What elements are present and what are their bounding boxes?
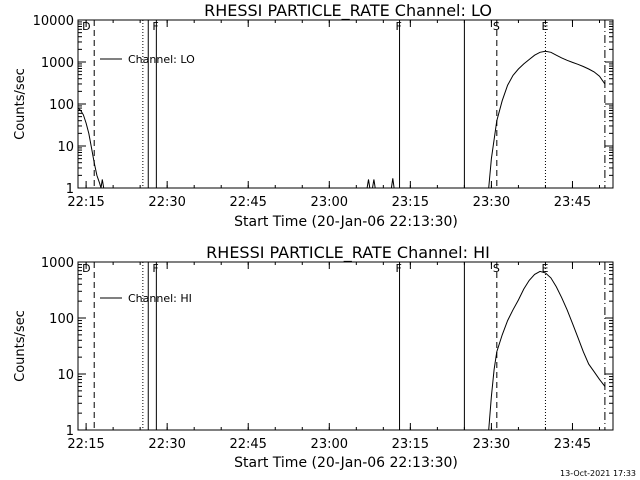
y-axis-label-lo: Counts/sec [13, 68, 28, 140]
chart-title-hi: RHESSI PARTICLE_RATE Channel: HI [206, 243, 490, 263]
axis-ticks-lo: 22:15 22:30 22:45 23:00 23:15 23:30 23:45 1 10 10… [33, 14, 613, 210]
y-axis-label-hi: Counts/sec [13, 310, 28, 382]
event-marker-S: S [493, 262, 500, 275]
series-line-segment [390, 178, 395, 189]
event-marker-D: D [82, 20, 90, 33]
x-tick-label: 23:15 [392, 195, 429, 210]
series-line-segment [77, 107, 105, 189]
event-marker-S: S [493, 20, 500, 33]
x-tick-label: 22:30 [148, 195, 185, 210]
x-tick-label: 22:30 [148, 437, 185, 452]
panel-hi: RHESSI PARTICLE_RATE Channel: HI Start T… [13, 243, 614, 471]
event-marker-D: D [82, 262, 90, 275]
series-line-segment [372, 179, 376, 189]
y-tick-label: 100 [49, 98, 74, 113]
x-tick-label: 23:00 [311, 437, 348, 452]
legend-label-hi: Channel: HI [128, 292, 192, 305]
series-line-segment [488, 270, 606, 431]
series-line-segment [366, 179, 371, 189]
y-tick-label: 1000 [41, 56, 74, 71]
footer-timestamp: 13-Oct-2021 17:33 [560, 469, 636, 478]
panel-lo: RHESSI PARTICLE_RATE Channel: LO Start T… [13, 1, 614, 230]
x-axis-label-lo: Start Time (20-Jan-06 22:13:30) [234, 214, 458, 230]
x-tick-label: 22:45 [229, 195, 266, 210]
event-marker-F: F [396, 20, 402, 33]
x-tick-label: 22:15 [67, 195, 104, 210]
x-tick-label: 23:00 [311, 195, 348, 210]
series-hi [488, 270, 606, 431]
plot-frame-lo [77, 19, 614, 189]
chart-title-lo: RHESSI PARTICLE_RATE Channel: LO [204, 1, 492, 21]
x-tick-label: 22:45 [229, 437, 266, 452]
x-axis-label-hi: Start Time (20-Jan-06 22:13:30) [234, 455, 458, 471]
y-tick-label: 1 [66, 182, 74, 197]
x-tick-label: 22:15 [67, 437, 104, 452]
x-tick-label: 23:15 [392, 437, 429, 452]
y-tick-label: 10 [57, 368, 74, 383]
series-line-segment [488, 50, 606, 189]
x-tick-label: 23:45 [554, 195, 591, 210]
event-marker-E: E [541, 20, 548, 33]
event-marker-E: E [541, 262, 548, 275]
event-marker-F: F [152, 20, 158, 33]
axis-ticks-hi: 22:15 22:30 22:45 23:00 23:15 23:30 23:45 1 10 10… [41, 256, 613, 452]
plot-frame-hi [77, 261, 614, 431]
event-marker-F: F [396, 262, 402, 275]
y-tick-label: 1000 [41, 256, 74, 271]
x-tick-label: 23:30 [473, 195, 510, 210]
y-tick-label: 10000 [33, 14, 74, 29]
y-tick-label: 100 [49, 312, 74, 327]
x-tick-label: 23:45 [554, 437, 591, 452]
x-tick-label: 23:30 [473, 437, 510, 452]
series-lo [77, 50, 606, 189]
event-marker-F: F [152, 262, 158, 275]
legend-label-lo: Channel: LO [128, 53, 195, 66]
y-tick-label: 10 [57, 140, 74, 155]
y-tick-label: 1 [66, 424, 74, 439]
